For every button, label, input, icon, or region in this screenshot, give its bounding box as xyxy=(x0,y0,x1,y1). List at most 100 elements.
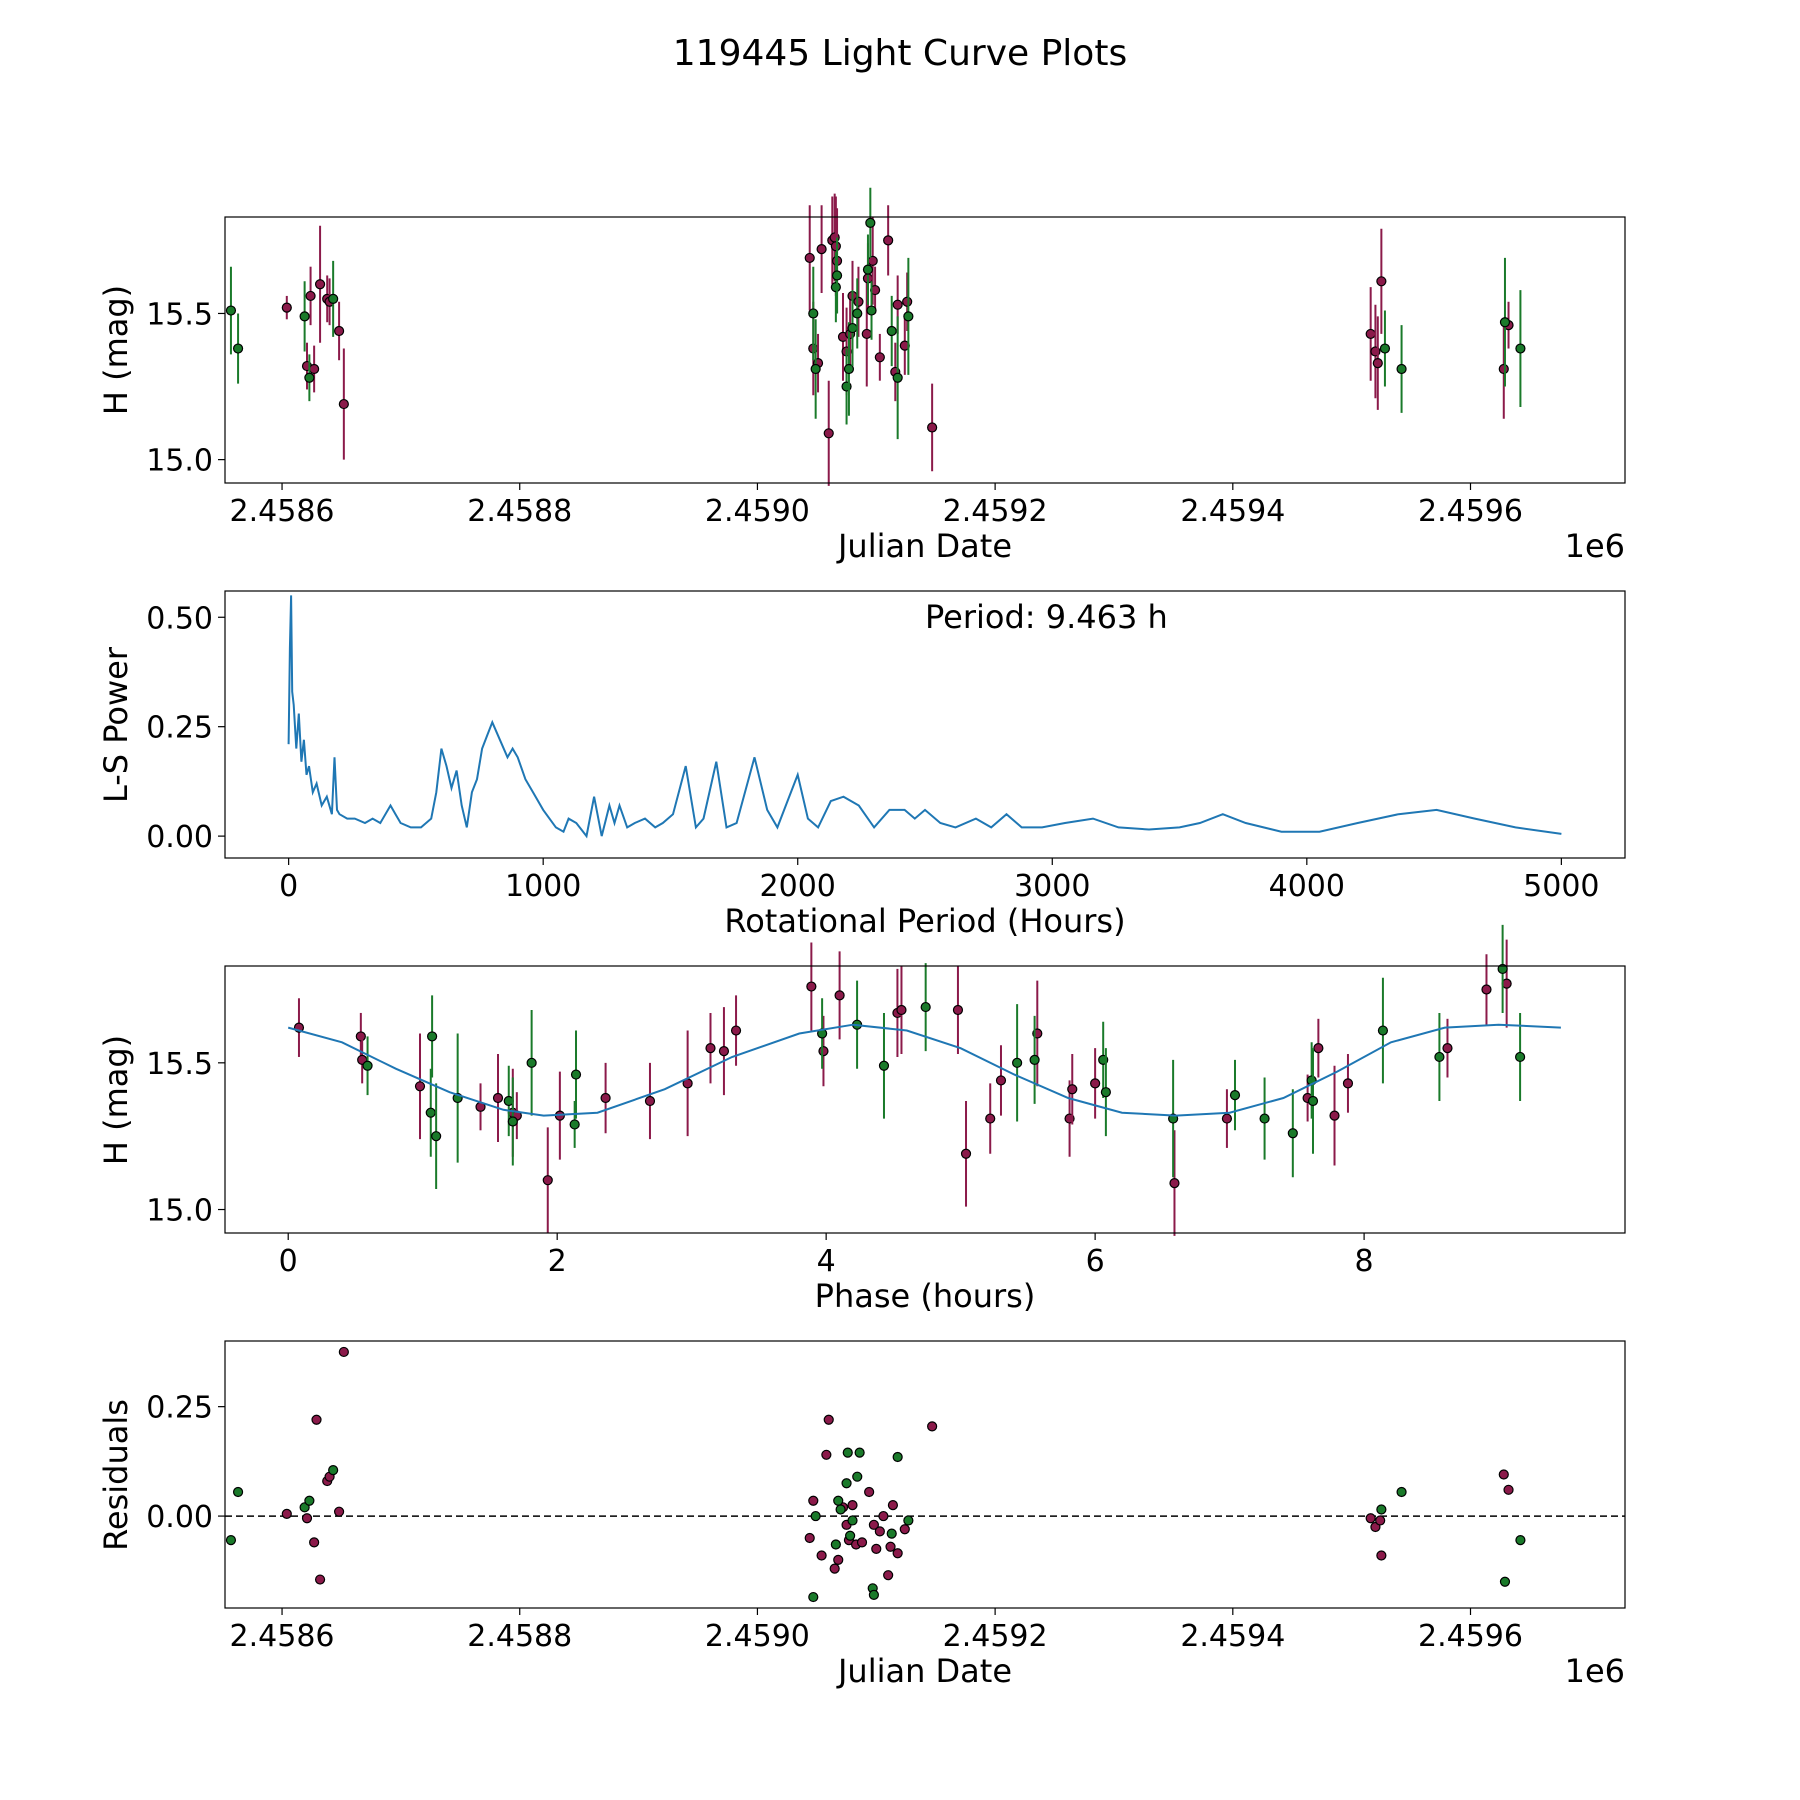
phase-fold-point-r xyxy=(1090,1078,1101,1089)
residuals-x-tick-label: 2.4588 xyxy=(467,1619,572,1654)
light-curve-point-g xyxy=(886,325,897,337)
phase-fold-point-g xyxy=(1229,1089,1241,1101)
residuals-y-tick-label: 0.00 xyxy=(146,1500,213,1535)
light-curve-point-r xyxy=(305,290,316,302)
phase-fold-x-tick-label: 4 xyxy=(817,1244,836,1279)
phase-fold-point-r xyxy=(995,1075,1007,1086)
light-curve-point-g xyxy=(843,363,855,375)
periodogram-axes-frame xyxy=(224,590,1626,859)
light-curve-point-r xyxy=(902,296,913,307)
phase-fold-point-r xyxy=(1442,1043,1453,1054)
phase-fold-point-r xyxy=(985,1113,996,1124)
light-curve-x-tick-label: 2.4594 xyxy=(1180,494,1285,529)
residuals-point-g xyxy=(833,1495,844,1506)
light-curve-x-offset: 1e6 xyxy=(1565,527,1625,565)
residuals-point-r xyxy=(892,1548,903,1559)
light-curve-point-g xyxy=(1515,343,1526,354)
phase-fold-point-r xyxy=(1313,1043,1324,1054)
residuals-point-g xyxy=(847,1515,858,1526)
residuals-point-r xyxy=(301,1513,313,1524)
residuals-point-r xyxy=(868,1519,879,1530)
light-curve-point-g xyxy=(299,311,310,322)
residuals-point-r xyxy=(338,1346,349,1358)
phase-fold-point-r xyxy=(1329,1110,1340,1121)
phase-fold-point-r xyxy=(806,981,817,992)
light-curve-point-g xyxy=(232,343,244,354)
residuals-point-g xyxy=(1499,1576,1511,1587)
residuals-ticks: 2.4586 2.4588 2.4590 2.4592 2.4594 2.4596 0.00… xyxy=(146,1391,1523,1654)
light-curve-x-tick-label: 2.4588 xyxy=(467,494,572,529)
phase-fold-point-g xyxy=(1377,1025,1389,1036)
residuals-point-g xyxy=(854,1447,865,1458)
light-curve-point-r xyxy=(1372,358,1383,369)
light-curve-point-g xyxy=(1379,343,1391,354)
light-curve-ticks: 2.4586 2.4588 2.4590 2.4592 2.4594 2.4596 15.0… xyxy=(146,297,1523,529)
phase-fold-point-g xyxy=(1100,1087,1111,1098)
light-curve-point-g xyxy=(304,372,315,383)
residuals-point-r xyxy=(1498,1469,1509,1480)
light-curve-point-r xyxy=(823,428,834,439)
periodogram-marks xyxy=(287,595,1562,839)
phase-fold-point-r xyxy=(492,1092,504,1104)
light-curve-point-r xyxy=(927,422,938,433)
light-curve-y-tick-label: 15.5 xyxy=(146,297,213,332)
residuals-point-r xyxy=(808,1495,819,1506)
residuals-point-r xyxy=(281,1508,292,1519)
phase-fold-point-r xyxy=(1481,984,1492,995)
light-curve-y-tick-label: 15.0 xyxy=(146,444,213,479)
residuals-point-r xyxy=(816,1550,827,1561)
periodogram-x-label: Rotational Period (Hours) xyxy=(724,902,1125,940)
phase-fold-point-r xyxy=(952,1004,964,1016)
residuals-point-r xyxy=(887,1500,899,1511)
residuals-point-g xyxy=(1376,1504,1387,1515)
phase-fold-point-r xyxy=(1067,1084,1078,1095)
phase-fold-x-label: Phase (hours) xyxy=(815,1277,1036,1315)
light-curve-point-r xyxy=(874,352,885,363)
light-curve-point-g xyxy=(862,264,874,275)
light-curve-point-r xyxy=(816,244,827,255)
phase-fold-y-tick-label: 15.5 xyxy=(146,1047,213,1082)
residuals-point-g xyxy=(892,1451,903,1463)
phase-fold-point-g xyxy=(1012,1057,1023,1068)
phase-fold-point-r xyxy=(730,1025,742,1036)
periodogram-x-tick-label: 2000 xyxy=(760,869,836,904)
phase-fold-x-tick-label: 8 xyxy=(1355,1244,1374,1279)
residuals-point-g xyxy=(232,1486,244,1498)
periodogram-x-tick-label: 4000 xyxy=(1269,869,1345,904)
residuals-point-r xyxy=(878,1510,889,1522)
residuals-axes-frame xyxy=(224,1340,1626,1609)
light-curve-point-r xyxy=(1376,276,1387,287)
light-curve-axes-frame xyxy=(224,216,1626,484)
phase-fold-point-g xyxy=(1259,1113,1270,1124)
phase-fold-panel: 0 2 4 6 8 15.0 15.5 Phase (hours) H (mag) xyxy=(97,924,1626,1315)
residuals-x-tick-label: 2.4592 xyxy=(943,1619,1048,1654)
residuals-point-g xyxy=(868,1589,879,1600)
light-curve-point-r xyxy=(338,398,349,410)
phase-fold-point-r xyxy=(896,1004,907,1016)
phase-fold-point-r xyxy=(1342,1078,1354,1089)
phase-fold-point-g xyxy=(526,1057,537,1068)
residuals-point-g xyxy=(304,1495,315,1506)
residuals-point-g xyxy=(886,1528,897,1539)
figure-title: 119445 Light Curve Plots xyxy=(673,33,1127,74)
periodogram-power-line xyxy=(287,595,1562,839)
light-curve-point-g xyxy=(328,293,339,304)
light-curve-point-g xyxy=(225,305,237,316)
phase-fold-point-g xyxy=(1307,1095,1319,1107)
phase-fold-point-g xyxy=(1515,1051,1526,1063)
phase-fold-point-r xyxy=(355,1031,366,1042)
phase-fold-x-tick-label: 6 xyxy=(1086,1244,1105,1279)
light-curve-point-r xyxy=(281,302,292,313)
light-curve-point-g xyxy=(1396,363,1407,375)
light-curve-point-g xyxy=(830,282,841,293)
light-curve-point-g xyxy=(847,322,858,334)
residuals-point-r xyxy=(1375,1515,1386,1526)
residuals-point-r xyxy=(821,1449,832,1460)
residuals-y-label: Residuals xyxy=(97,1399,135,1551)
residuals-y-tick-label: 0.25 xyxy=(146,1391,213,1426)
phase-fold-point-r xyxy=(1221,1113,1233,1124)
light-curve-point-g xyxy=(808,308,819,319)
phase-fold-point-r xyxy=(600,1092,611,1104)
light-curve-x-tick-label: 2.4590 xyxy=(705,494,810,529)
residuals-point-g xyxy=(852,1471,863,1482)
